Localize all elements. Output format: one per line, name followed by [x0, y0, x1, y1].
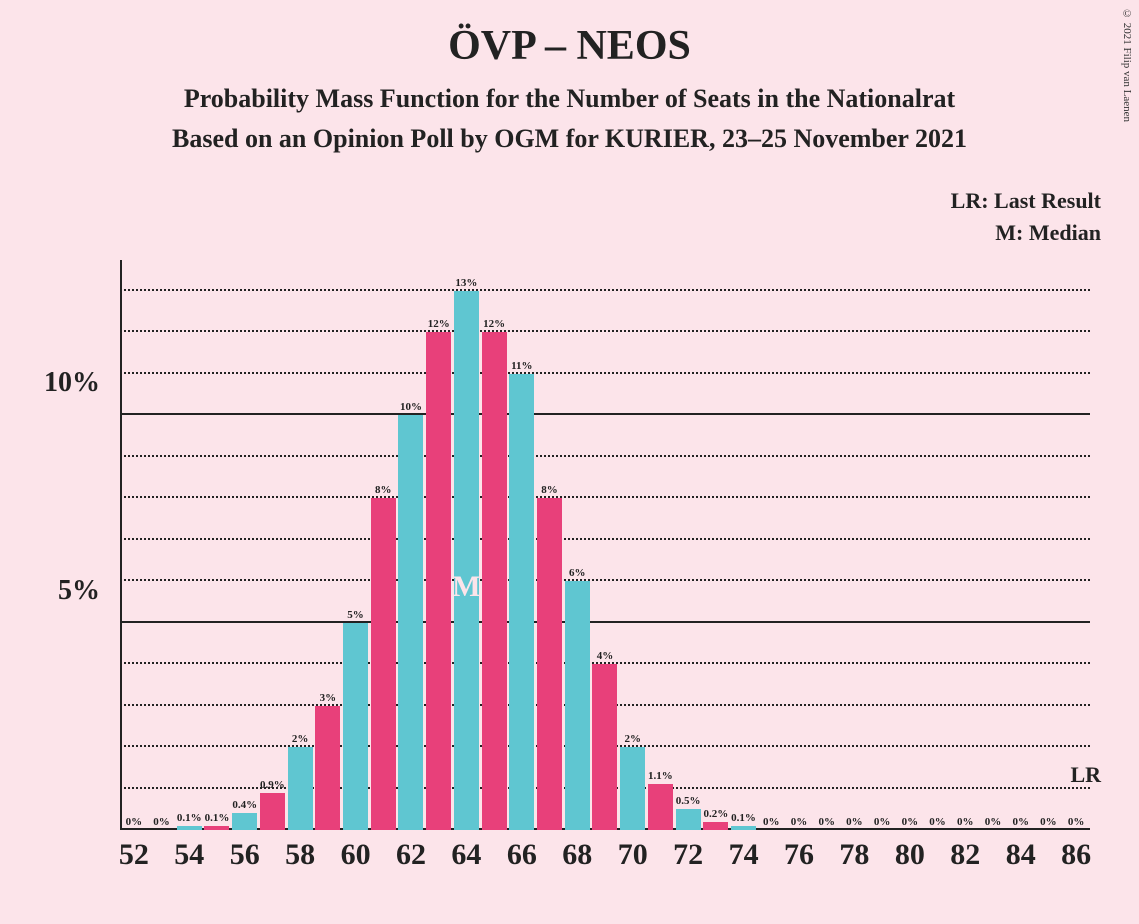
bar-value-label: 0%: [763, 816, 780, 830]
x-tick-label: 52: [119, 838, 149, 872]
bars-container: 0%0%0.1%0.1%0.4%0.9%2%3%5%8%10%12%13%M12…: [120, 270, 1090, 830]
bar-value-label: 5%: [347, 609, 364, 623]
x-tick-label: 64: [451, 838, 481, 872]
bar-value-label: 0.1%: [177, 812, 202, 826]
bar-value-label: 0.5%: [676, 795, 701, 809]
bar: 12%: [426, 332, 451, 830]
bar: 13%M: [454, 291, 479, 830]
bar: 5%: [343, 623, 368, 830]
x-tick-label: 56: [230, 838, 260, 872]
bar: 3%: [315, 706, 340, 830]
legend-m: M: Median: [951, 220, 1101, 246]
x-tick-label: 68: [562, 838, 592, 872]
bar: 0.5%: [676, 809, 701, 830]
bar-value-label: 0%: [902, 816, 919, 830]
bar-value-label: 0%: [846, 816, 863, 830]
main-title: ÖVP – NEOS: [0, 22, 1139, 70]
bar-value-label: 6%: [569, 567, 586, 581]
bar-value-label: 0%: [153, 816, 170, 830]
chart-plot-area: 0%0%0.1%0.1%0.4%0.9%2%3%5%8%10%12%13%M12…: [120, 270, 1090, 830]
bar-value-label: 0.4%: [232, 799, 257, 813]
subtitle-1: Probability Mass Function for the Number…: [0, 84, 1139, 114]
bar-value-label: 1.1%: [648, 770, 673, 784]
bar: 0.9%: [260, 793, 285, 830]
bar-value-label: 0.2%: [703, 808, 728, 822]
bar: 12%: [482, 332, 507, 830]
bar-value-label: 0%: [874, 816, 891, 830]
bar: 0.4%: [232, 813, 257, 830]
x-tick-label: 70: [618, 838, 648, 872]
bar-value-label: 10%: [400, 401, 422, 415]
x-axis-labels: 52 54 56 58 60 62 64 66 68 70 72 74 76 78 80 82 84 86: [120, 838, 1090, 878]
bar: 0.1%: [204, 826, 229, 830]
bar-value-label: 0%: [1040, 816, 1057, 830]
x-tick-label: 58: [285, 838, 315, 872]
x-tick-label: 80: [895, 838, 925, 872]
x-tick-label: 78: [839, 838, 869, 872]
bar: 8%: [371, 498, 396, 830]
lr-marker: LR: [1070, 762, 1101, 788]
titles-block: ÖVP – NEOS Probability Mass Function for…: [0, 0, 1139, 154]
x-tick-label: 74: [729, 838, 759, 872]
bar: 11%: [509, 374, 534, 830]
median-mark: M: [452, 570, 480, 604]
bar-value-label: 0.1%: [731, 812, 756, 826]
x-tick-label: 66: [507, 838, 537, 872]
bar-value-label: 2%: [624, 733, 641, 747]
x-tick-label: 82: [950, 838, 980, 872]
bar-value-label: 0%: [985, 816, 1002, 830]
bar-value-label: 12%: [483, 318, 505, 332]
bar-value-label: 0%: [929, 816, 946, 830]
bar-value-label: 0%: [1012, 816, 1029, 830]
bar-value-label: 8%: [541, 484, 558, 498]
bar-value-label: 11%: [511, 360, 532, 374]
bar: 6%: [565, 581, 590, 830]
x-tick-label: 60: [341, 838, 371, 872]
legend-lr: LR: Last Result: [951, 188, 1101, 214]
x-tick-label: 72: [673, 838, 703, 872]
bar: 1.1%: [648, 784, 673, 830]
bar-value-label: 0%: [791, 816, 808, 830]
bar-value-label: 3%: [320, 692, 337, 706]
subtitle-2: Based on an Opinion Poll by OGM for KURI…: [0, 124, 1139, 154]
bar-value-label: 0%: [957, 816, 974, 830]
bar-value-label: 0%: [126, 816, 143, 830]
bar-value-label: 0%: [1068, 816, 1085, 830]
bar: 8%: [537, 498, 562, 830]
bar-value-label: 4%: [597, 650, 614, 664]
bar-value-label: 8%: [375, 484, 392, 498]
bar-value-label: 0.9%: [260, 779, 285, 793]
bar: 0.1%: [731, 826, 756, 830]
y-tick-label: 10%: [44, 367, 100, 399]
y-tick-label: 5%: [58, 575, 100, 607]
y-axis-labels: 5% 10%: [40, 270, 110, 830]
x-tick-label: 86: [1061, 838, 1091, 872]
x-tick-label: 62: [396, 838, 426, 872]
bar-value-label: 0.1%: [205, 812, 230, 826]
x-tick-label: 76: [784, 838, 814, 872]
bar: 4%: [592, 664, 617, 830]
bar-value-label: 0%: [818, 816, 835, 830]
bar: 2%: [288, 747, 313, 830]
legend: LR: Last Result M: Median: [951, 188, 1101, 252]
bar: 10%: [398, 415, 423, 830]
bar: 0.1%: [177, 826, 202, 830]
bar-value-label: 12%: [428, 318, 450, 332]
copyright-text: © 2021 Filip van Laenen: [1121, 8, 1133, 122]
x-tick-label: 84: [1006, 838, 1036, 872]
bar: 2%: [620, 747, 645, 830]
bar-value-label: 13%: [455, 277, 477, 291]
x-tick-label: 54: [174, 838, 204, 872]
bar: 0.2%: [703, 822, 728, 830]
bar-value-label: 2%: [292, 733, 309, 747]
